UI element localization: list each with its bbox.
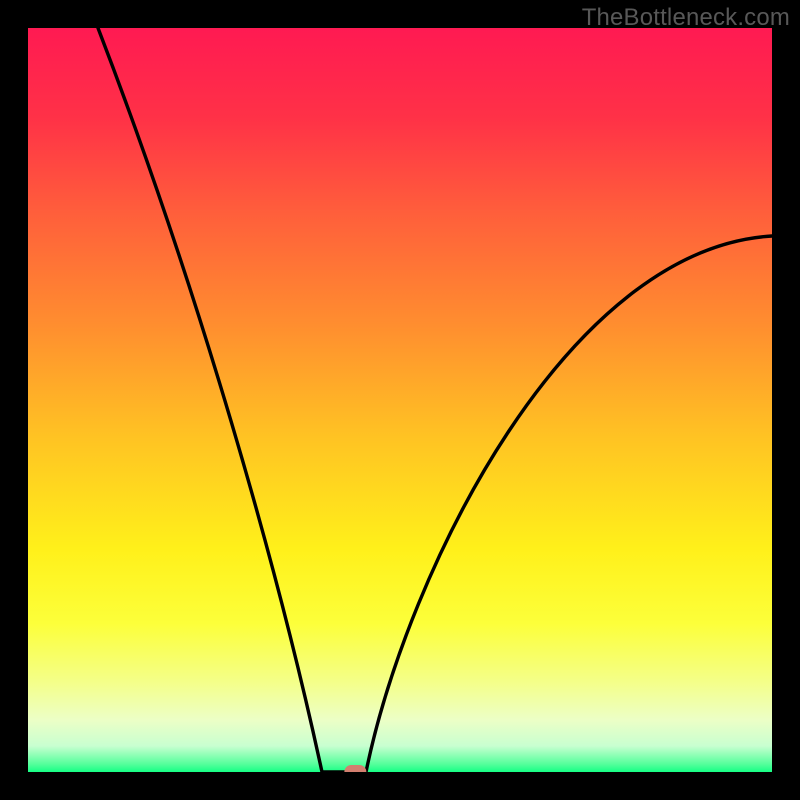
bottleneck-chart: [28, 28, 772, 772]
plot-area: [28, 28, 772, 772]
chart-container: TheBottleneck.com: [0, 0, 800, 800]
attribution-text: TheBottleneck.com: [582, 4, 790, 32]
